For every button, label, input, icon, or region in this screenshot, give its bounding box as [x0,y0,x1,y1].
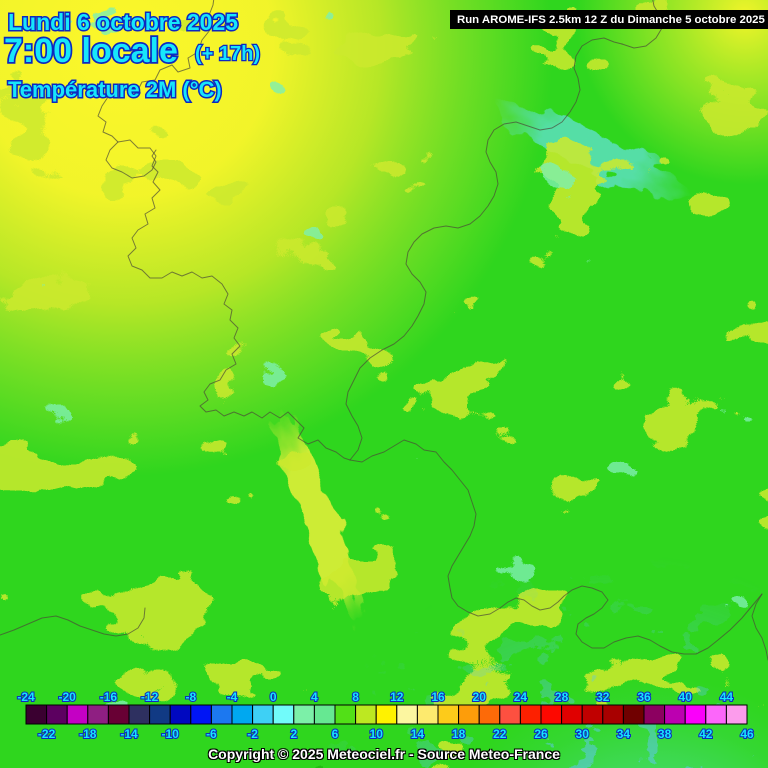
svg-text:-14: -14 [120,727,138,741]
svg-text:10: 10 [370,727,384,741]
svg-text:-20: -20 [59,690,77,704]
svg-text:44: 44 [720,690,734,704]
svg-text:6: 6 [332,727,339,741]
svg-text:-24: -24 [17,690,35,704]
svg-text:20: 20 [473,690,487,704]
svg-text:40: 40 [679,690,693,704]
svg-text:16: 16 [431,690,445,704]
svg-text:14: 14 [411,727,425,741]
svg-text:38: 38 [658,727,672,741]
svg-text:-6: -6 [206,727,217,741]
svg-text:18: 18 [452,727,466,741]
svg-text:-8: -8 [185,690,196,704]
svg-text:-10: -10 [162,727,180,741]
svg-text:42: 42 [699,727,713,741]
svg-text:4: 4 [311,690,318,704]
svg-text:-12: -12 [141,690,159,704]
svg-text:-22: -22 [38,727,56,741]
svg-text:0: 0 [270,690,277,704]
svg-text:22: 22 [493,727,507,741]
svg-text:28: 28 [555,690,569,704]
svg-text:12: 12 [390,690,404,704]
svg-text:34: 34 [617,727,631,741]
svg-text:36: 36 [637,690,651,704]
svg-text:46: 46 [740,727,754,741]
svg-text:-16: -16 [100,690,118,704]
svg-text:-18: -18 [79,727,97,741]
svg-text:-4: -4 [227,690,238,704]
svg-text:26: 26 [534,727,548,741]
svg-text:2: 2 [290,727,297,741]
svg-text:24: 24 [514,690,528,704]
svg-text:30: 30 [576,727,590,741]
svg-text:32: 32 [596,690,610,704]
svg-text:-2: -2 [247,727,258,741]
svg-text:8: 8 [352,690,359,704]
